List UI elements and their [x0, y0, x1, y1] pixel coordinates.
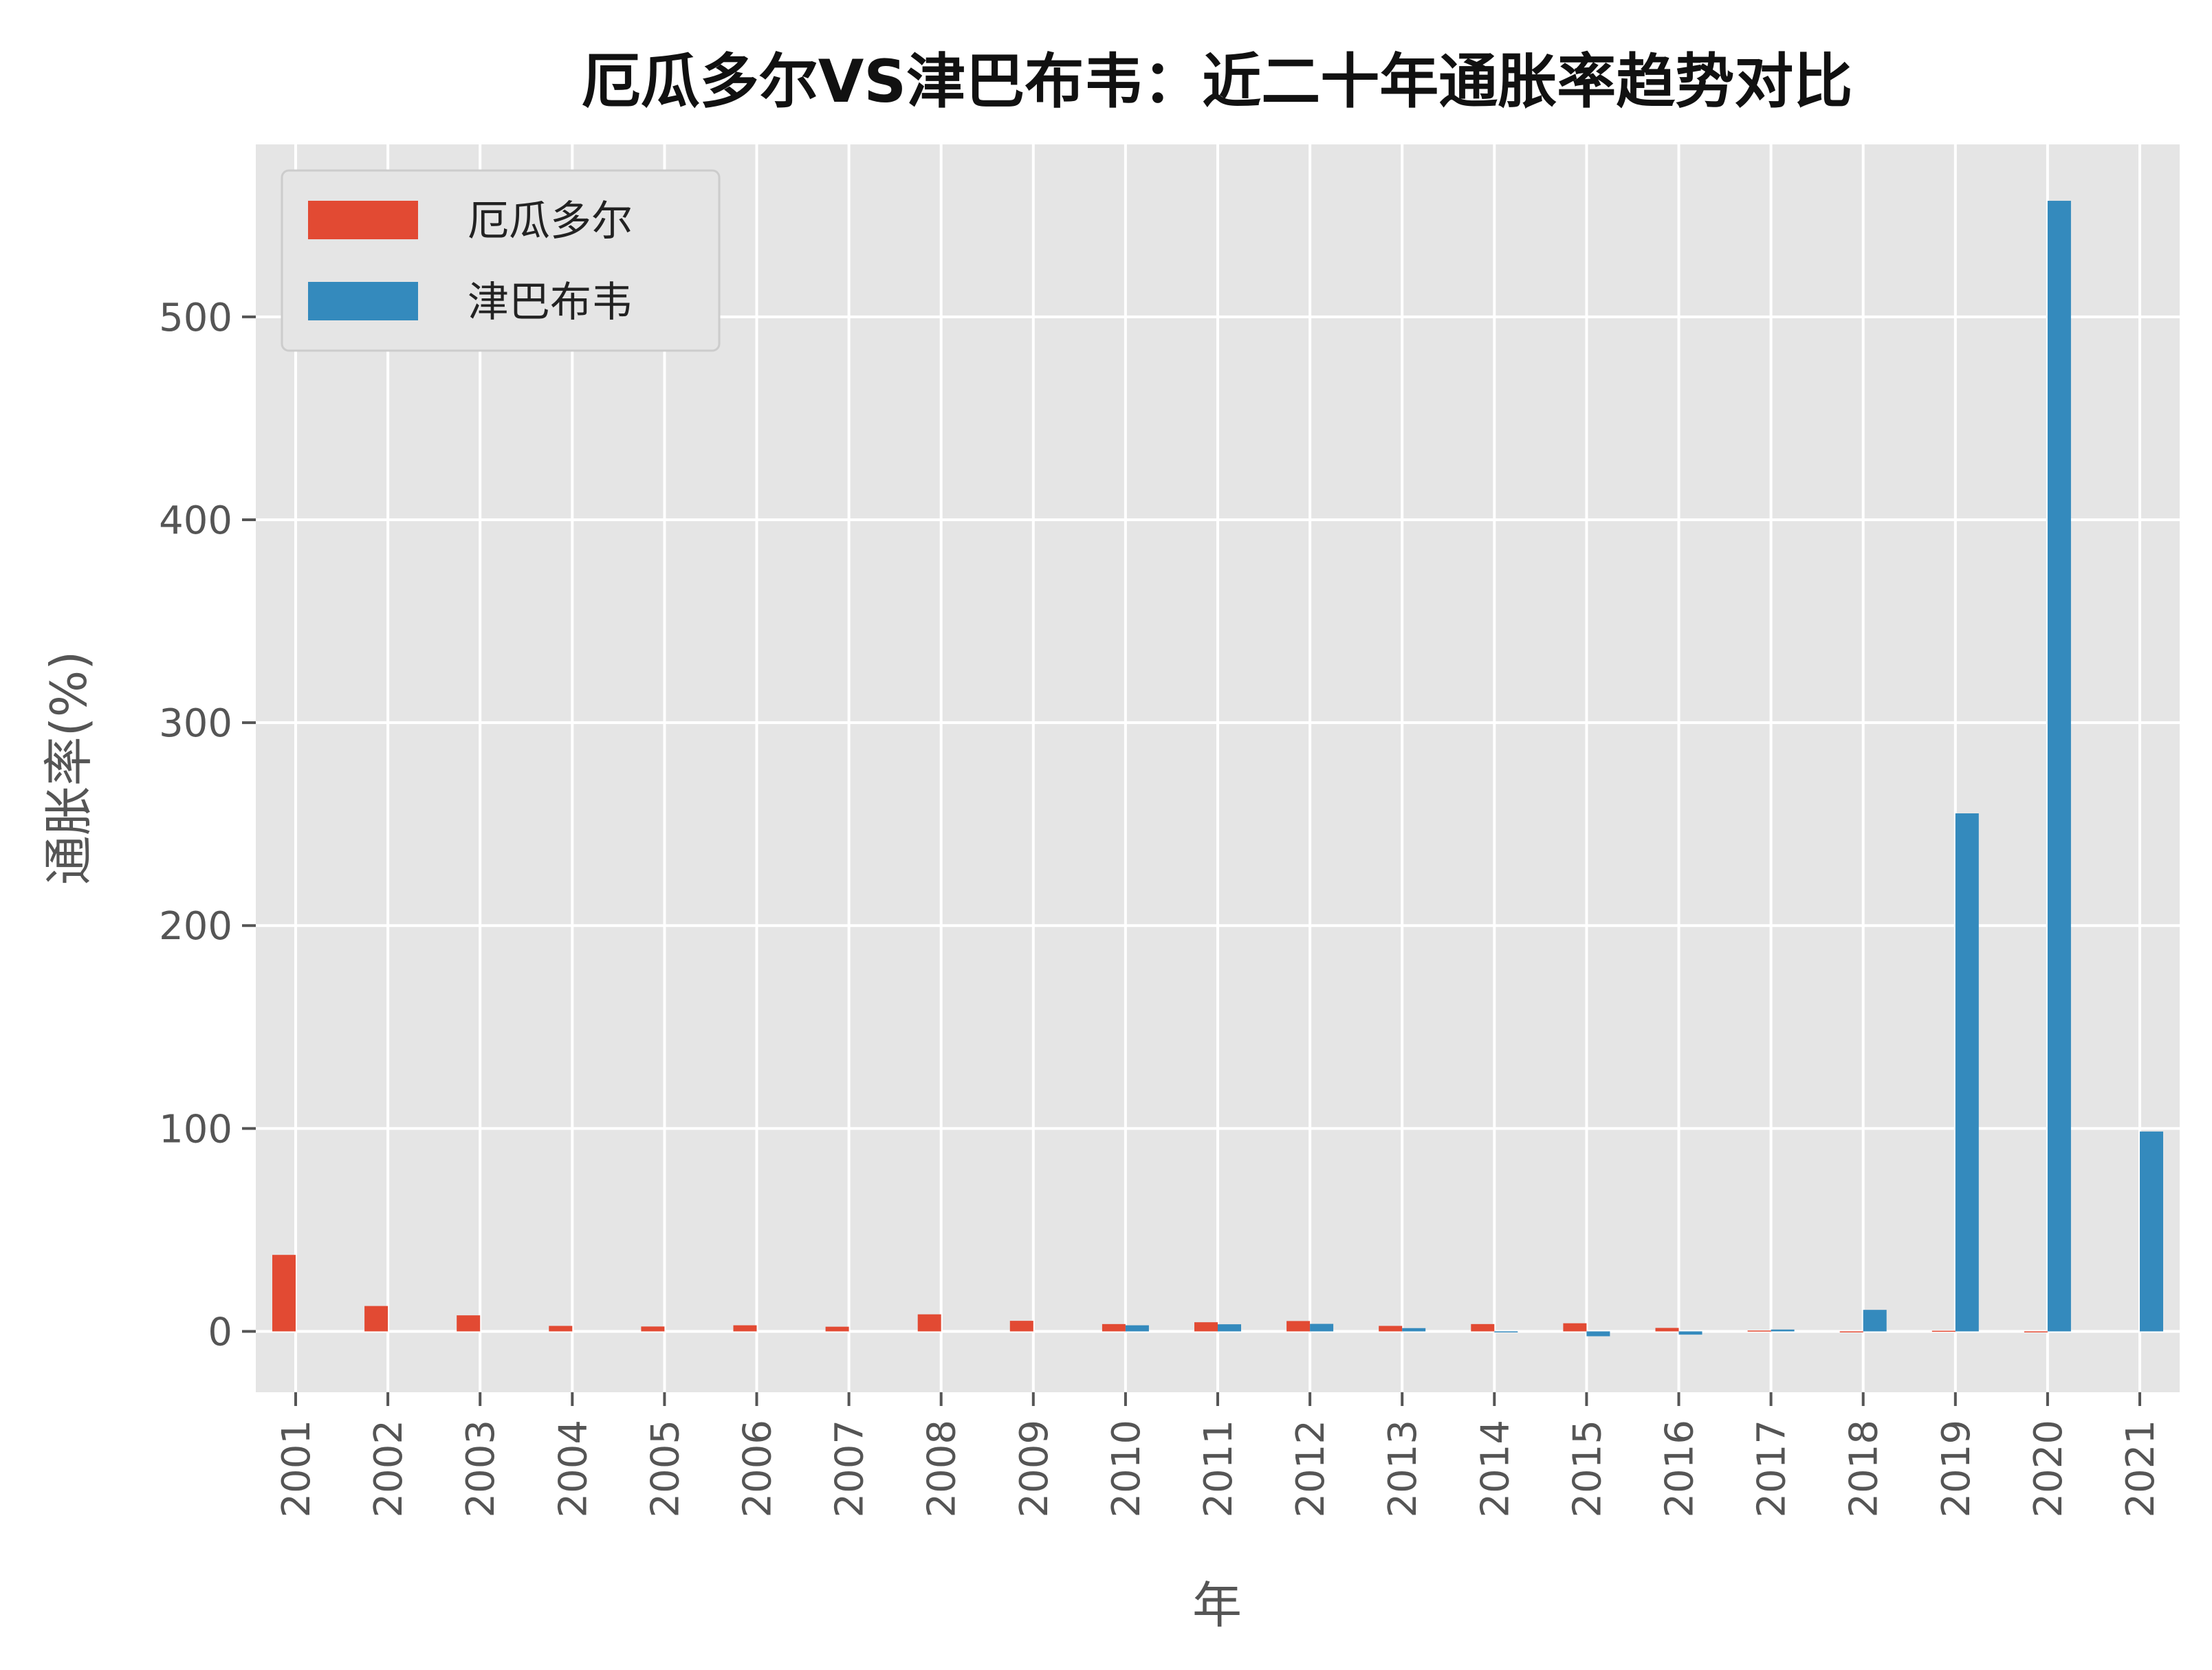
x-tick-label: 2003 [459, 1420, 503, 1518]
bar-ecuador-2002 [364, 1306, 388, 1332]
x-tick-label: 2016 [1658, 1420, 1702, 1518]
bar-ecuador-2019 [1931, 1330, 1956, 1332]
x-tick-label: 2012 [1289, 1420, 1333, 1518]
x-tick-label: 2017 [1750, 1420, 1795, 1518]
bar-ecuador-2015 [1563, 1323, 1587, 1332]
legend-swatch-zimbabwe [308, 282, 418, 320]
y-tick-label: 300 [159, 701, 232, 746]
bar-zimbabwe-2010 [1125, 1325, 1149, 1332]
bar-zimbabwe-2021 [2140, 1131, 2163, 1332]
bar-zimbabwe-2019 [1955, 813, 1979, 1332]
y-axis-label: 通胀率(%) [40, 651, 98, 886]
x-tick-label: 2014 [1473, 1420, 1518, 1518]
y-tick-label: 200 [159, 904, 232, 949]
x-tick-label: 2015 [1565, 1420, 1610, 1518]
bar-ecuador-2009 [1009, 1321, 1033, 1332]
bar-ecuador-2005 [641, 1326, 665, 1332]
bar-ecuador-2007 [825, 1326, 849, 1332]
y-tick-label: 500 [159, 296, 232, 340]
x-tick-label: 2008 [920, 1420, 965, 1518]
x-tick-label: 2001 [274, 1420, 319, 1518]
legend-label-ecuador: 厄瓜多尔 [468, 197, 633, 245]
bar-ecuador-2013 [1379, 1326, 1403, 1332]
x-tick-label: 2011 [1196, 1420, 1241, 1518]
bar-zimbabwe-2018 [1863, 1310, 1887, 1332]
x-tick-label: 2007 [828, 1420, 873, 1518]
bar-zimbabwe-2015 [1586, 1331, 1610, 1337]
bar-ecuador-2017 [1747, 1330, 1771, 1332]
legend: 厄瓜多尔 津巴布韦 [281, 169, 721, 352]
bar-ecuador-2001 [272, 1255, 296, 1332]
legend-swatch-ecuador [308, 201, 418, 239]
bar-zimbabwe-2017 [1771, 1329, 1795, 1332]
bar-ecuador-2004 [549, 1326, 573, 1332]
x-tick-label: 2002 [366, 1420, 411, 1518]
x-tick-label: 2010 [1104, 1420, 1149, 1518]
bar-zimbabwe-2016 [1678, 1331, 1702, 1335]
x-tick-label: 2004 [551, 1420, 595, 1518]
bar-zimbabwe-2013 [1402, 1328, 1426, 1332]
x-tick-label: 2006 [736, 1420, 780, 1518]
bar-zimbabwe-2012 [1310, 1323, 1334, 1332]
bar-ecuador-2018 [1839, 1331, 1863, 1332]
bar-ecuador-2014 [1471, 1323, 1495, 1332]
x-tick-label: 2013 [1381, 1420, 1425, 1518]
y-tick-label: 0 [208, 1310, 232, 1354]
x-tick-label: 2019 [1934, 1420, 1979, 1518]
x-tick-label: 2005 [643, 1420, 688, 1518]
bar-zimbabwe-2020 [2047, 201, 2071, 1332]
bar-ecuador-2012 [1286, 1321, 1311, 1332]
bar-ecuador-2016 [1655, 1328, 1679, 1332]
x-tick-label: 2018 [1842, 1420, 1887, 1518]
bar-ecuador-2008 [917, 1314, 941, 1332]
bar-zimbabwe-2011 [1218, 1324, 1241, 1332]
x-tick-label: 2020 [2026, 1420, 2071, 1518]
bar-zimbabwe-2014 [1494, 1331, 1518, 1332]
bar-ecuador-2011 [1194, 1322, 1218, 1332]
chart-title: 厄瓜多尔VS津巴布韦：近二十年通胀率趋势对比 [582, 47, 1853, 116]
x-axis-label: 年 [1192, 1576, 1242, 1634]
bar-ecuador-2020 [2024, 1331, 2048, 1332]
x-tick-label: 2009 [1012, 1420, 1057, 1518]
y-tick-label: 100 [159, 1107, 232, 1152]
axis-ticks: 2001 2002 2003 2004 2005 2006 2007 2008 2009 2010… [159, 296, 2163, 1518]
bar-ecuador-2003 [457, 1315, 481, 1332]
bar-ecuador-2010 [1102, 1323, 1126, 1332]
y-tick-label: 400 [159, 498, 232, 543]
x-tick-label: 2021 [2118, 1420, 2163, 1518]
bars [272, 201, 2163, 1337]
bar-ecuador-2006 [733, 1325, 757, 1332]
legend-label-zimbabwe: 津巴布韦 [468, 278, 633, 327]
